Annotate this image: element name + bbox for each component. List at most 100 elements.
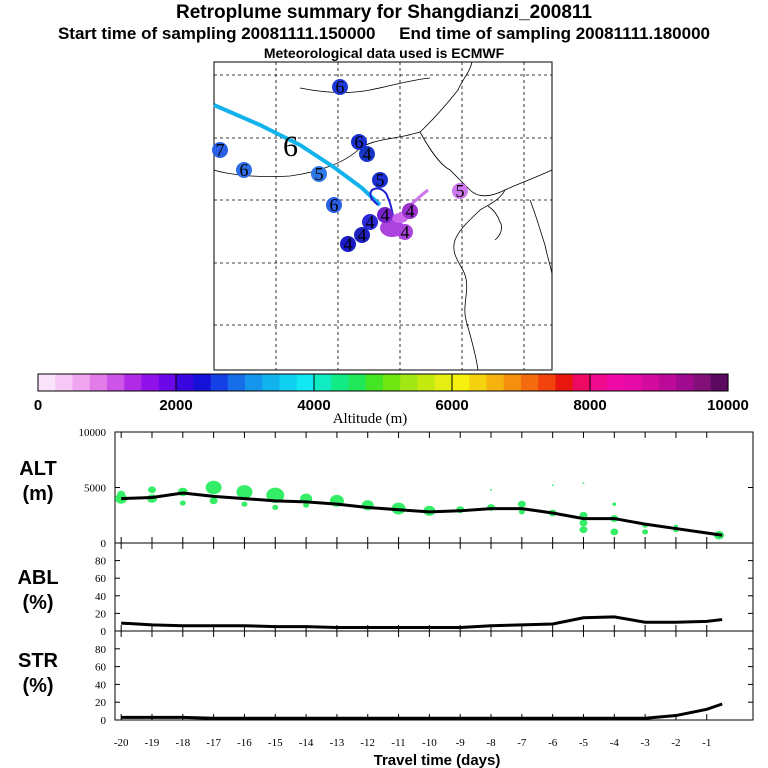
plume-point bbox=[517, 500, 526, 508]
alt-mean-line bbox=[121, 491, 723, 537]
plume-point bbox=[179, 500, 186, 506]
x-tick-label: -9 bbox=[456, 737, 466, 749]
colorbar-swatch bbox=[710, 374, 729, 391]
daily-marker bbox=[340, 236, 356, 252]
x-tick-label: -16 bbox=[237, 737, 252, 749]
colorbar-label: Altitude (m) bbox=[333, 411, 408, 427]
y-tick-label: 20 bbox=[95, 608, 107, 620]
colorbar-swatch bbox=[55, 374, 74, 391]
plume-point bbox=[241, 501, 248, 507]
colorbar-swatch bbox=[486, 374, 505, 391]
colorbar-swatch bbox=[521, 374, 539, 391]
colorbar-swatch bbox=[314, 374, 332, 391]
str-xtickmarks bbox=[120, 631, 708, 720]
plume-point bbox=[612, 502, 617, 506]
x-tick-label: -3 bbox=[641, 737, 651, 749]
x-tick-label: -1 bbox=[702, 737, 711, 749]
y-tick-label: 80 bbox=[95, 644, 107, 656]
colorbar-swatch bbox=[676, 374, 695, 391]
colorbar-swatch bbox=[262, 374, 281, 391]
x-tick-label: -20 bbox=[114, 737, 129, 749]
met-data-note: Meteorological data used is ECMWF bbox=[263, 45, 505, 61]
alt-panel: ALT (m) 10000 5000 0 bbox=[19, 427, 754, 550]
daily-marker bbox=[402, 203, 418, 219]
chart-title: Retroplume summary for Shangdianzi_20081… bbox=[175, 2, 593, 23]
y-tick-label: 20 bbox=[95, 697, 107, 709]
y-tick-label: 60 bbox=[95, 573, 107, 585]
colorbar-swatch bbox=[331, 374, 350, 391]
daily-marker-label: 4 bbox=[358, 225, 367, 245]
y-tick-label: 0 bbox=[101, 538, 107, 550]
plume-point bbox=[236, 485, 253, 499]
colorbar-swatch bbox=[158, 374, 177, 391]
coastline bbox=[453, 189, 506, 371]
colorbar-swatches bbox=[38, 374, 729, 391]
daily-marker bbox=[332, 79, 348, 95]
daily-marker-label: 7 bbox=[216, 140, 225, 160]
plume-point bbox=[209, 497, 218, 505]
colorbar-swatch bbox=[365, 374, 384, 391]
x-axis-label: Travel time (days) bbox=[374, 752, 501, 768]
y-tick-label: 0 bbox=[101, 715, 107, 727]
y-tick-label: 60 bbox=[95, 662, 107, 674]
colorbar-swatch bbox=[279, 374, 298, 391]
colorbar-swatch bbox=[38, 374, 56, 391]
colorbar-swatch bbox=[89, 374, 108, 391]
str-panel: STR (%) 80 60 40 20 0 bbox=[18, 630, 754, 727]
colorbar-swatch bbox=[590, 374, 608, 391]
colorbar-tick-label: 8000 bbox=[573, 397, 606, 414]
colorbar-swatch bbox=[572, 374, 591, 391]
daily-marker bbox=[372, 172, 388, 188]
str-panel-label: STR bbox=[18, 650, 59, 672]
colorbar-swatch bbox=[245, 374, 263, 391]
path-curl bbox=[369, 187, 396, 223]
abl-panel-frame bbox=[114, 542, 754, 632]
coastline bbox=[529, 199, 553, 276]
abl-line bbox=[121, 615, 723, 629]
path-day-label: 6 bbox=[283, 130, 298, 163]
colorbar-tick-label: 10000 bbox=[707, 397, 749, 414]
y-tick-label: 40 bbox=[95, 591, 107, 603]
colorbar-swatch bbox=[607, 374, 626, 391]
daily-marker bbox=[354, 227, 370, 243]
y-tick-label: 5000 bbox=[84, 483, 107, 495]
x-tick-label: -14 bbox=[299, 737, 314, 749]
x-tick-label: -4 bbox=[610, 737, 620, 749]
colorbar: 0 2000 4000 6000 8000 10000 Altitude (m) bbox=[34, 373, 749, 427]
daily-marker-label: 5 bbox=[315, 164, 324, 184]
colorbar-swatch bbox=[124, 374, 143, 391]
abl-panel-label: ABL bbox=[17, 567, 58, 589]
y-tick-label: 10000 bbox=[79, 427, 107, 439]
plume-point bbox=[642, 529, 649, 535]
x-tick-label: -11 bbox=[391, 737, 405, 749]
daily-marker-label: 5 bbox=[456, 181, 465, 201]
x-tick-label: -19 bbox=[145, 737, 160, 749]
plume-point bbox=[205, 480, 222, 495]
colorbar-swatch bbox=[400, 374, 419, 391]
colorbar-swatch bbox=[641, 374, 660, 391]
plume-point bbox=[551, 484, 554, 487]
x-tick-label: -2 bbox=[671, 737, 680, 749]
plume-point bbox=[117, 490, 126, 498]
plume-point bbox=[490, 488, 493, 491]
plume-point bbox=[518, 509, 525, 515]
abl-panel: ABL (%) 80 60 40 20 0 bbox=[17, 542, 754, 638]
colorbar-swatch bbox=[469, 374, 488, 391]
daily-marker-label: 4 bbox=[401, 222, 410, 242]
colorbar-swatch bbox=[693, 374, 712, 391]
map-borders bbox=[213, 61, 553, 371]
daily-marker bbox=[377, 207, 393, 223]
alt-yticks: 10000 5000 0 bbox=[79, 427, 753, 550]
sampling-times: Start time of sampling 20081111.150000 E… bbox=[57, 24, 711, 43]
daily-marker-label: 6 bbox=[240, 160, 249, 180]
colorbar-swatch bbox=[193, 374, 212, 391]
daily-marker-label: 4 bbox=[344, 234, 353, 254]
map-graticule bbox=[214, 62, 552, 370]
plume-point bbox=[579, 519, 588, 527]
x-tick-label: -8 bbox=[486, 737, 496, 749]
daily-marker-label: 4 bbox=[363, 144, 372, 164]
colorbar-tick-label: 0 bbox=[34, 397, 42, 414]
colorbar-swatch bbox=[72, 374, 91, 391]
colorbar-swatch bbox=[107, 374, 125, 391]
